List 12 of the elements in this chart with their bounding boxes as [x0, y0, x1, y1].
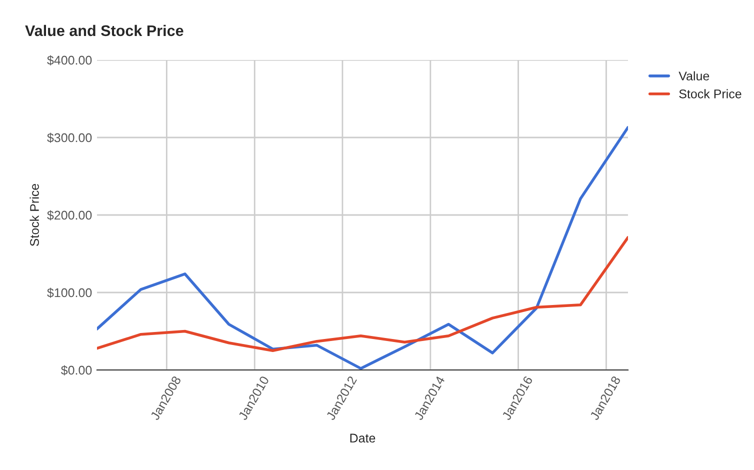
- legend-label: Value: [678, 71, 710, 80]
- legend-label: Stock Price: [679, 89, 742, 98]
- y-tick-label: $100.00: [47, 288, 92, 298]
- chart-title: Value and Stock Price: [25, 24, 184, 36]
- y-tick-label: $0.00: [60, 365, 92, 376]
- y-tick-label: $200.00: [47, 210, 92, 220]
- line-series: [97, 236, 628, 352]
- line-series: [97, 126, 628, 370]
- y-tick-label: $300.00: [47, 132, 92, 143]
- y-tick-label: $400.00: [47, 55, 92, 66]
- x-axis-title: Date: [350, 434, 376, 443]
- y-axis-title: Stock Price: [30, 184, 39, 246]
